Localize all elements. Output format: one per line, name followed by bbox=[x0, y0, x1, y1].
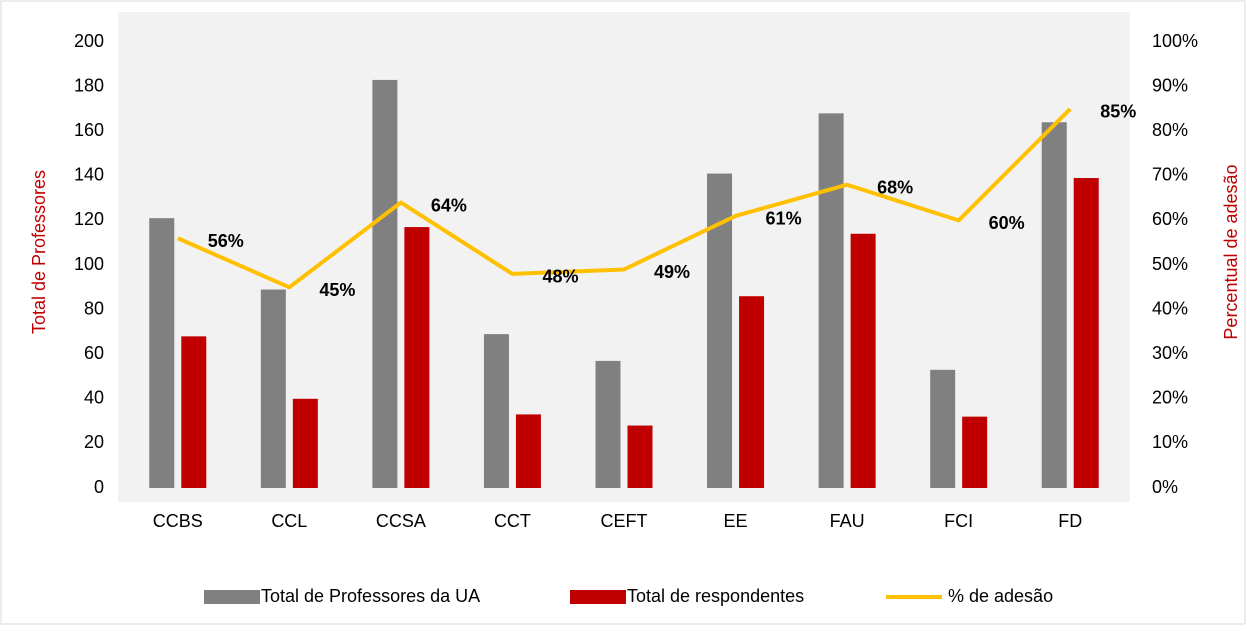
data-label: 85% bbox=[1100, 102, 1136, 122]
legend-label: % de adesão bbox=[948, 586, 1053, 606]
bar bbox=[372, 79, 398, 488]
y-tick-label: 120 bbox=[74, 209, 104, 229]
data-label: 49% bbox=[654, 262, 690, 282]
y-tick-label: 200 bbox=[74, 31, 104, 51]
plot-area bbox=[118, 12, 1130, 502]
data-label: 56% bbox=[208, 231, 244, 251]
y2-tick-label: 60% bbox=[1152, 209, 1188, 229]
bar bbox=[739, 296, 765, 488]
legend-swatch bbox=[570, 590, 626, 604]
y2-tick-label: 10% bbox=[1152, 432, 1188, 452]
y2-tick-label: 30% bbox=[1152, 343, 1188, 363]
y-tick-label: 0 bbox=[94, 477, 104, 497]
y-tick-label: 180 bbox=[74, 75, 104, 95]
bar bbox=[930, 369, 956, 488]
y2-tick-label: 0% bbox=[1152, 477, 1178, 497]
x-tick-label: FD bbox=[1058, 511, 1082, 531]
y2-tick-label: 50% bbox=[1152, 254, 1188, 274]
x-tick-label: CCBS bbox=[153, 511, 203, 531]
bar bbox=[260, 289, 286, 488]
data-label: 48% bbox=[542, 267, 578, 287]
y2-tick-label: 70% bbox=[1152, 165, 1188, 185]
bar bbox=[850, 233, 876, 488]
x-tick-label: EE bbox=[724, 511, 748, 531]
bar bbox=[292, 398, 318, 488]
data-label: 64% bbox=[431, 195, 467, 215]
bar bbox=[149, 218, 175, 489]
bar bbox=[818, 113, 844, 489]
bar bbox=[483, 334, 509, 488]
bar bbox=[1041, 122, 1067, 488]
bar bbox=[181, 336, 207, 488]
x-tick-label: FAU bbox=[830, 511, 865, 531]
y-tick-label: 80 bbox=[84, 298, 104, 318]
y2-tick-label: 90% bbox=[1152, 75, 1188, 95]
y-tick-label: 20 bbox=[84, 432, 104, 452]
x-tick-label: CEFT bbox=[601, 511, 648, 531]
y-tick-label: 60 bbox=[84, 343, 104, 363]
bar bbox=[595, 360, 621, 488]
data-label: 68% bbox=[877, 177, 913, 197]
legend-swatch bbox=[204, 590, 260, 604]
x-tick-label: CCT bbox=[494, 511, 531, 531]
bar bbox=[404, 227, 430, 488]
bar bbox=[515, 414, 541, 488]
x-tick-label: CCSA bbox=[376, 511, 426, 531]
y2-tick-label: 80% bbox=[1152, 120, 1188, 140]
y-tick-label: 140 bbox=[74, 165, 104, 185]
x-tick-label: FCI bbox=[944, 511, 973, 531]
x-tick-label: CCL bbox=[271, 511, 307, 531]
legend-label: Total de Professores da UA bbox=[261, 586, 480, 606]
data-label: 45% bbox=[319, 280, 355, 300]
y-tick-label: 160 bbox=[74, 120, 104, 140]
legend-label: Total de respondentes bbox=[627, 586, 804, 606]
y-tick-label: 100 bbox=[74, 254, 104, 274]
y2-tick-label: 40% bbox=[1152, 298, 1188, 318]
y2-axis-title: Percentual de adesão bbox=[1221, 164, 1241, 339]
bar bbox=[962, 416, 988, 488]
data-label: 61% bbox=[766, 209, 802, 229]
y2-tick-label: 100% bbox=[1152, 31, 1198, 51]
y2-tick-label: 20% bbox=[1152, 388, 1188, 408]
bar bbox=[627, 425, 653, 488]
y-tick-label: 40 bbox=[84, 388, 104, 408]
line bbox=[176, 107, 1072, 290]
data-label: 60% bbox=[989, 213, 1025, 233]
y-axis-title: Total de Professores bbox=[29, 170, 49, 334]
bar bbox=[1073, 178, 1099, 488]
